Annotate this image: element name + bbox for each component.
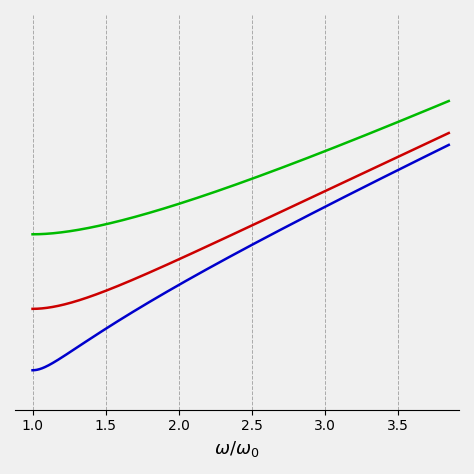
- X-axis label: $\omega/\omega_0$: $\omega/\omega_0$: [214, 439, 260, 459]
